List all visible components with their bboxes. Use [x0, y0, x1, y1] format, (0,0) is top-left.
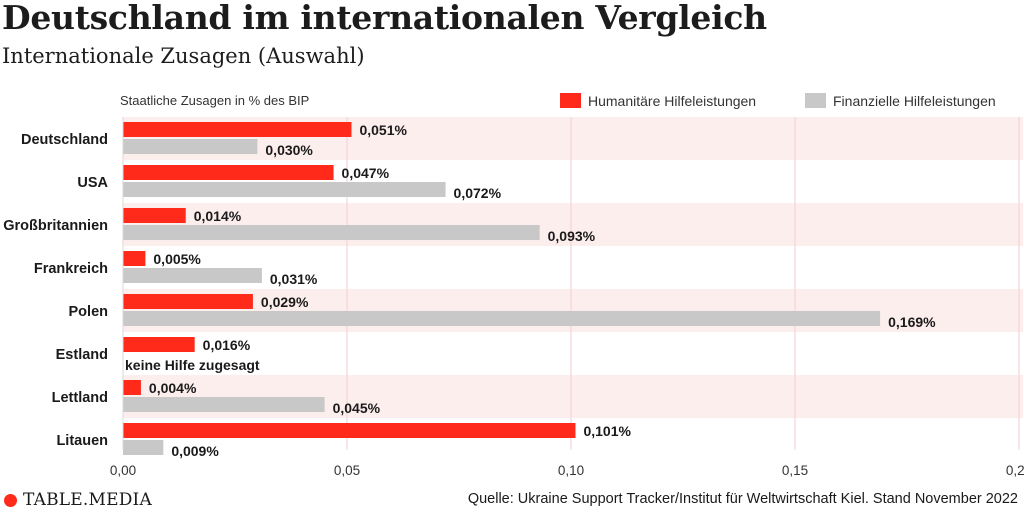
- bar-chart: 0,00 0,05 0,10 0,15 0,20 Staatliche Zusagen i…: [3, 93, 1024, 478]
- data-label-financial: 0,072%: [454, 185, 502, 201]
- bar-humanitarian: [123, 423, 576, 438]
- data-label-financial: 0,045%: [333, 400, 381, 416]
- bar-financial: [123, 268, 262, 283]
- data-label-humanitarian: 0,004%: [149, 380, 197, 396]
- chart-title: Deutschland im internationalen Vergleich: [2, 0, 767, 37]
- data-label-financial: 0,009%: [171, 443, 219, 459]
- legend-swatch-financial: [805, 93, 826, 108]
- bar-financial: [123, 182, 446, 197]
- data-label-humanitarian: 0,016%: [203, 337, 251, 353]
- x-tick-label: 0,10: [558, 463, 584, 478]
- data-label-financial: 0,031%: [270, 271, 318, 287]
- bar-humanitarian: [123, 122, 352, 137]
- bar-humanitarian: [123, 208, 186, 223]
- x-tick-label: 0,20: [1006, 463, 1024, 478]
- data-label-humanitarian: 0,014%: [194, 208, 242, 224]
- category-label: USA: [77, 175, 108, 191]
- data-label-financial: keine Hilfe zugesagt: [125, 357, 260, 373]
- category-label: Lettland: [52, 390, 108, 406]
- bar-financial: [123, 225, 540, 240]
- data-label-humanitarian: 0,047%: [342, 165, 390, 181]
- data-label-humanitarian: 0,101%: [583, 423, 631, 439]
- x-tick-label: 0,15: [782, 463, 808, 478]
- brand-logo: TABLE.MEDIA: [4, 490, 152, 510]
- bar-financial: [123, 397, 325, 412]
- legend-swatch-humanitarian: [560, 93, 581, 108]
- bar-financial: [123, 139, 258, 154]
- data-label-humanitarian: 0,051%: [359, 122, 407, 138]
- bar-financial: [123, 440, 164, 455]
- bar-humanitarian: [123, 337, 195, 352]
- category-label: Deutschland: [21, 132, 108, 148]
- legend-label-humanitarian: Humanitäre Hilfeleistungen: [588, 93, 756, 109]
- bar-humanitarian: [123, 294, 253, 309]
- category-label: Polen: [69, 304, 108, 320]
- chart-subtitle: Internationale Zusagen (Auswahl): [2, 44, 365, 68]
- data-label-humanitarian: 0,005%: [153, 251, 201, 267]
- bar-humanitarian: [123, 251, 146, 266]
- category-label: Litauen: [56, 433, 108, 449]
- brand-name: TABLE.MEDIA: [23, 490, 152, 510]
- data-label-financial: 0,169%: [888, 314, 936, 330]
- data-label-humanitarian: 0,029%: [261, 294, 309, 310]
- x-tick-label: 0,00: [110, 463, 136, 478]
- data-label-financial: 0,093%: [548, 228, 596, 244]
- category-label: Großbritannien: [3, 218, 108, 234]
- bar-humanitarian: [123, 165, 334, 180]
- legend-label-financial: Finanzielle Hilfeleistungen: [833, 93, 996, 109]
- x-tick-label: 0,05: [334, 463, 360, 478]
- bar-financial: [123, 311, 881, 326]
- source-note: Quelle: Ukraine Support Tracker/Institut…: [467, 491, 1018, 507]
- y-axis-label: Staatliche Zusagen in % des BIP: [120, 93, 309, 108]
- category-label: Frankreich: [34, 261, 108, 277]
- brand-dot-icon: [4, 493, 17, 507]
- data-label-financial: 0,030%: [265, 142, 313, 158]
- category-label: Estland: [56, 347, 108, 363]
- bar-humanitarian: [123, 380, 141, 395]
